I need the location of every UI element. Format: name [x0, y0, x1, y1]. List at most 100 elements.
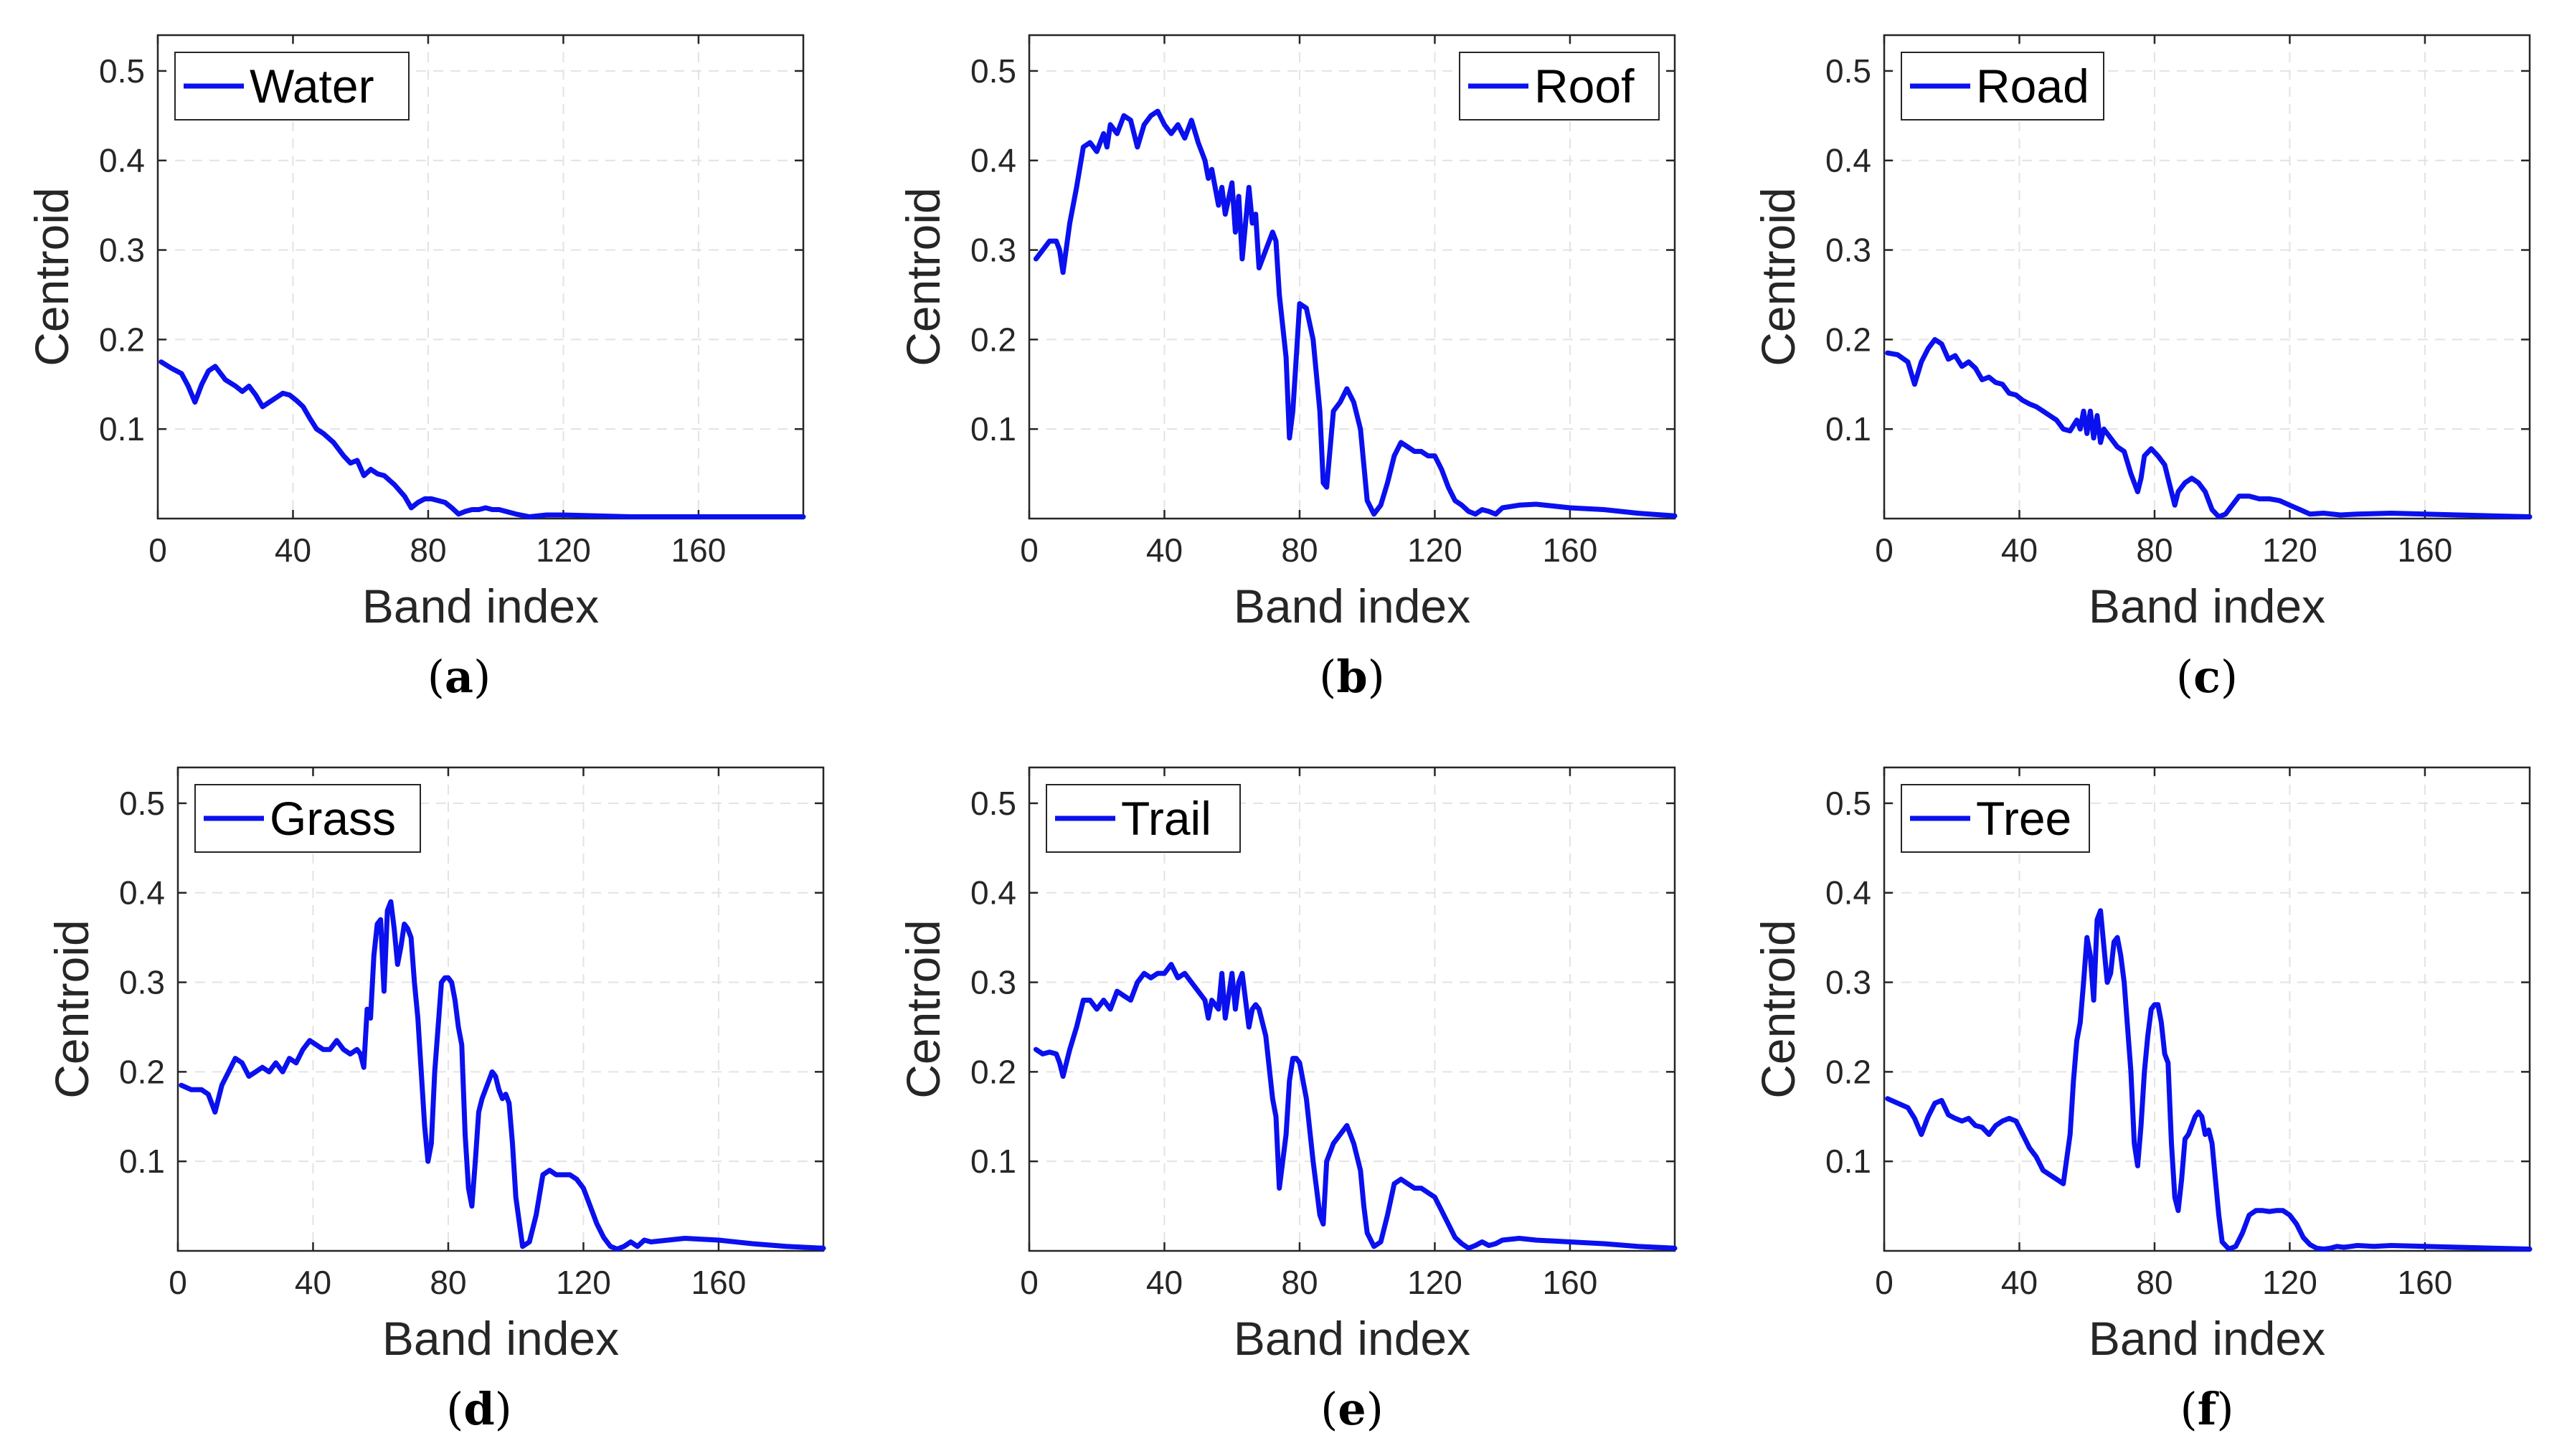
panel-caption: (f)	[2180, 1383, 2233, 1435]
y-tick-label: 0.5	[970, 52, 1016, 90]
panel-caption: (d)	[446, 1383, 512, 1435]
legend-label: Roof	[1534, 60, 1635, 113]
panel-c: 0 40 80 120 160 0.1 0.2 0.3 0.4 0.5 Band index Cent…	[1751, 34, 2533, 703]
legend-box	[1046, 784, 1241, 853]
x-axis-label: Band index	[1234, 1312, 1470, 1365]
series-line-trail	[1033, 962, 1678, 1251]
y-tick-label: 0.4	[99, 142, 145, 179]
legend: Road	[1901, 52, 2104, 120]
caption-paren: (	[2176, 651, 2193, 703]
x-tick-label: 160	[1543, 1264, 1598, 1301]
y-axis-label: Centroid	[897, 187, 950, 366]
series-line-water	[159, 359, 806, 519]
x-axis-label: Band index	[2089, 580, 2325, 633]
y-tick-label: 0.5	[970, 785, 1016, 822]
legend: Trail	[1046, 784, 1241, 853]
panel-caption: (a)	[427, 651, 491, 703]
y-tick-label: 0.1	[1825, 1143, 1871, 1180]
series-line-tree	[1885, 908, 2533, 1252]
x-tick-label: 40	[2001, 1264, 2038, 1301]
legend-label: Road	[1976, 60, 2089, 113]
panel-a: 0 40 80 120 160 0.1 0.2 0.3 0.4 0.5 Band index Cent…	[25, 34, 806, 703]
caption-paren: (	[1319, 651, 1336, 703]
x-tick-label: 120	[1407, 531, 1462, 569]
x-tick-label: 40	[1146, 531, 1183, 569]
y-tick-label: 0.4	[970, 874, 1016, 912]
y-tick-label: 0.5	[1825, 52, 1871, 90]
x-tick-label: 160	[2398, 1264, 2453, 1301]
x-tick-label: 80	[410, 531, 446, 569]
caption-letter: a	[445, 651, 473, 703]
series-line-roof	[1033, 108, 1678, 519]
y-tick-label: 0.2	[1825, 321, 1871, 358]
y-tick-label: 0.2	[970, 1053, 1016, 1090]
legend-label: Grass	[270, 792, 396, 845]
caption-paren: )	[1366, 1383, 1384, 1435]
y-tick-label: 0.3	[99, 232, 145, 269]
x-tick-label: 0	[1020, 531, 1039, 569]
series-line-road	[1885, 336, 2533, 519]
y-tick-label: 0.5	[1825, 785, 1871, 822]
y-tick-label: 0.4	[970, 142, 1016, 179]
x-tick-label: 80	[2136, 531, 2173, 569]
y-tick-label: 0.1	[970, 410, 1016, 448]
caption-paren: (	[427, 651, 445, 703]
legend: Water	[174, 52, 410, 120]
x-tick-label: 80	[1281, 1264, 1318, 1301]
x-tick-label: 160	[671, 531, 727, 569]
x-tick-label: 120	[536, 531, 591, 569]
y-tick-label: 0.2	[970, 321, 1016, 358]
y-axis-label: Centroid	[1751, 920, 1805, 1098]
y-tick-label: 0.1	[970, 1143, 1016, 1180]
caption-paren: (	[2180, 1383, 2197, 1435]
panel-caption: (c)	[2176, 651, 2238, 703]
axes-box	[1883, 34, 2531, 520]
caption-paren: )	[2221, 651, 2238, 703]
legend: Roof	[1459, 52, 1660, 120]
x-tick-label: 160	[691, 1264, 747, 1301]
x-tick-label: 0	[1875, 531, 1894, 569]
axes-box	[156, 34, 805, 520]
y-tick-label: 0.1	[1825, 410, 1871, 448]
x-tick-label: 80	[2136, 1264, 2173, 1301]
series-line-grass	[179, 899, 826, 1252]
panel-e: 0 40 80 120 160 0.1 0.2 0.3 0.4 0.5 Band index Cent…	[897, 766, 1678, 1435]
caption-letter: c	[2193, 651, 2221, 703]
y-axis-label: Centroid	[45, 920, 98, 1098]
caption-letter: b	[1336, 651, 1367, 703]
x-tick-label: 120	[2262, 1264, 2317, 1301]
axes-box	[1028, 34, 1676, 520]
legend-label: Trail	[1121, 792, 1211, 845]
caption-letter: f	[2198, 1383, 2219, 1435]
x-tick-label: 40	[2001, 531, 2038, 569]
y-tick-label: 0.5	[119, 785, 165, 822]
x-axis-label: Band index	[2089, 1312, 2325, 1365]
y-tick-label: 0.2	[119, 1053, 165, 1090]
caption-paren: )	[495, 1383, 512, 1435]
panel-caption: (e)	[1320, 1383, 1384, 1435]
y-axis-label: Centroid	[25, 187, 78, 366]
y-axis-label: Centroid	[897, 920, 950, 1098]
x-tick-label: 160	[2398, 531, 2453, 569]
x-tick-label: 120	[2262, 531, 2317, 569]
y-tick-label: 0.3	[970, 232, 1016, 269]
x-axis-label: Band index	[362, 580, 599, 633]
panel-caption: (b)	[1319, 651, 1385, 703]
legend-label: Tree	[1976, 792, 2071, 845]
legend-label: Water	[250, 60, 374, 113]
caption-letter: d	[463, 1383, 494, 1435]
caption-paren: )	[1368, 651, 1385, 703]
x-tick-label: 120	[556, 1264, 611, 1301]
y-tick-label: 0.4	[1825, 874, 1871, 912]
y-tick-label: 0.3	[1825, 964, 1871, 1001]
y-tick-label: 0.4	[119, 874, 165, 912]
x-tick-label: 120	[1407, 1264, 1462, 1301]
caption-paren: )	[2216, 1383, 2233, 1435]
x-tick-label: 0	[1875, 1264, 1894, 1301]
x-tick-label: 0	[169, 1264, 187, 1301]
y-tick-label: 0.3	[119, 964, 165, 1001]
x-tick-label: 80	[1281, 531, 1318, 569]
panel-d: 0 40 80 120 160 0.1 0.2 0.3 0.4 0.5 Band index Cent…	[45, 766, 826, 1435]
y-tick-label: 0.2	[1825, 1053, 1871, 1090]
